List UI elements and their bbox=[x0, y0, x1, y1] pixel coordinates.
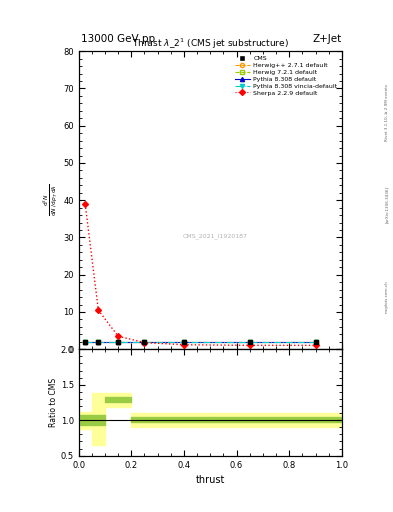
Text: CMS_2021_I1920187: CMS_2021_I1920187 bbox=[183, 233, 248, 239]
X-axis label: thrust: thrust bbox=[196, 475, 225, 485]
Text: mcplots.cern.ch: mcplots.cern.ch bbox=[385, 281, 389, 313]
Y-axis label: $\frac{\mathrm{d}^2N}{\mathrm{d}N\,/\,\mathrm{d}p_T\,\mathrm{d}\lambda}$: $\frac{\mathrm{d}^2N}{\mathrm{d}N\,/\,\m… bbox=[42, 184, 61, 217]
Title: Thrust $\lambda$_2$^1$ (CMS jet substructure): Thrust $\lambda$_2$^1$ (CMS jet substruc… bbox=[132, 37, 289, 51]
Y-axis label: Ratio to CMS: Ratio to CMS bbox=[49, 378, 58, 427]
Text: [arXiv:1306.3436]: [arXiv:1306.3436] bbox=[385, 186, 389, 223]
Text: Rivet 3.1.10, ≥ 2.9M events: Rivet 3.1.10, ≥ 2.9M events bbox=[385, 84, 389, 141]
Text: Z+Jet: Z+Jet bbox=[313, 33, 342, 44]
Text: 13000 GeV pp: 13000 GeV pp bbox=[81, 33, 155, 44]
Legend: CMS, Herwig++ 2.7.1 default, Herwig 7.2.1 default, Pythia 8.308 default, Pythia : CMS, Herwig++ 2.7.1 default, Herwig 7.2.… bbox=[233, 54, 339, 97]
